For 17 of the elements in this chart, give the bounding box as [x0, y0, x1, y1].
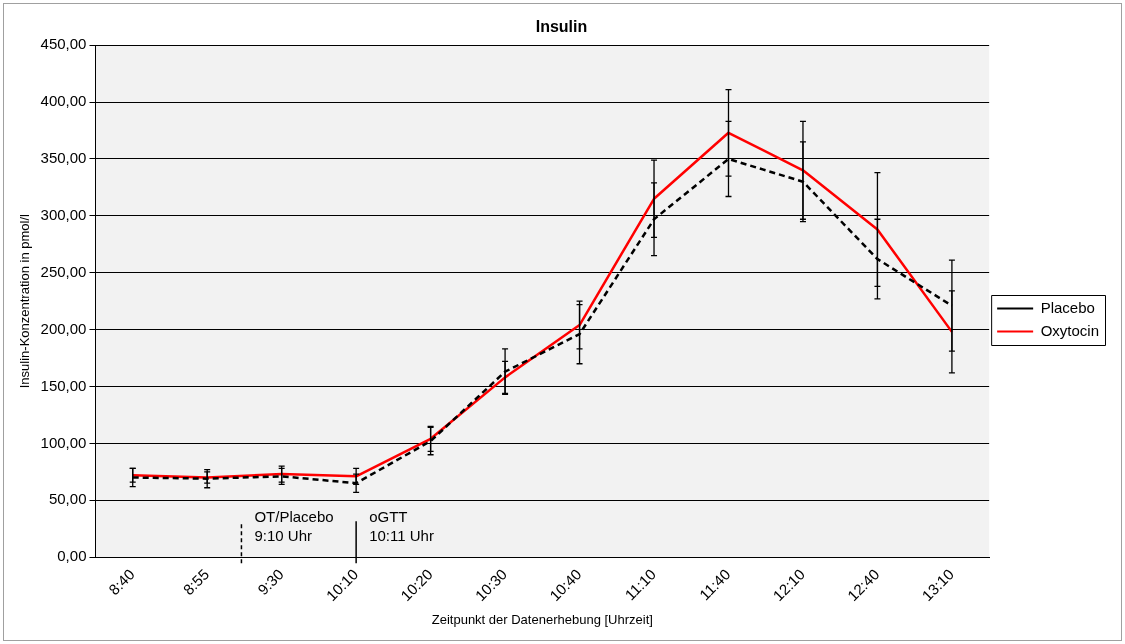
legend-label: Placebo: [1040, 298, 1095, 316]
y-tick-label: 400,00: [40, 92, 87, 110]
annotation: OT/Placebo 9:10 Uhr: [254, 507, 334, 544]
y-axis-title: Insulin-Konzentration in pmol/l: [17, 213, 33, 389]
y-tick-label: 0,00: [57, 547, 87, 565]
y-tick-label: 100,00: [40, 433, 87, 451]
x-axis-title: Zeitpunkt der Datenerhebung [Uhrzeit]: [431, 611, 653, 627]
y-tick-label: 200,00: [40, 319, 87, 337]
y-tick-label: 300,00: [40, 205, 87, 223]
y-tick-label: 150,00: [40, 376, 87, 394]
y-tick-label: 450,00: [40, 35, 87, 53]
annotation: oGTT 10:11 Uhr: [369, 507, 434, 544]
chart-title: Insulin: [535, 18, 588, 36]
legend-label: Oxytocin: [1040, 321, 1100, 339]
y-tick-label: 350,00: [40, 149, 87, 167]
y-tick-label: 50,00: [48, 490, 87, 508]
y-tick-label: 250,00: [40, 262, 87, 280]
